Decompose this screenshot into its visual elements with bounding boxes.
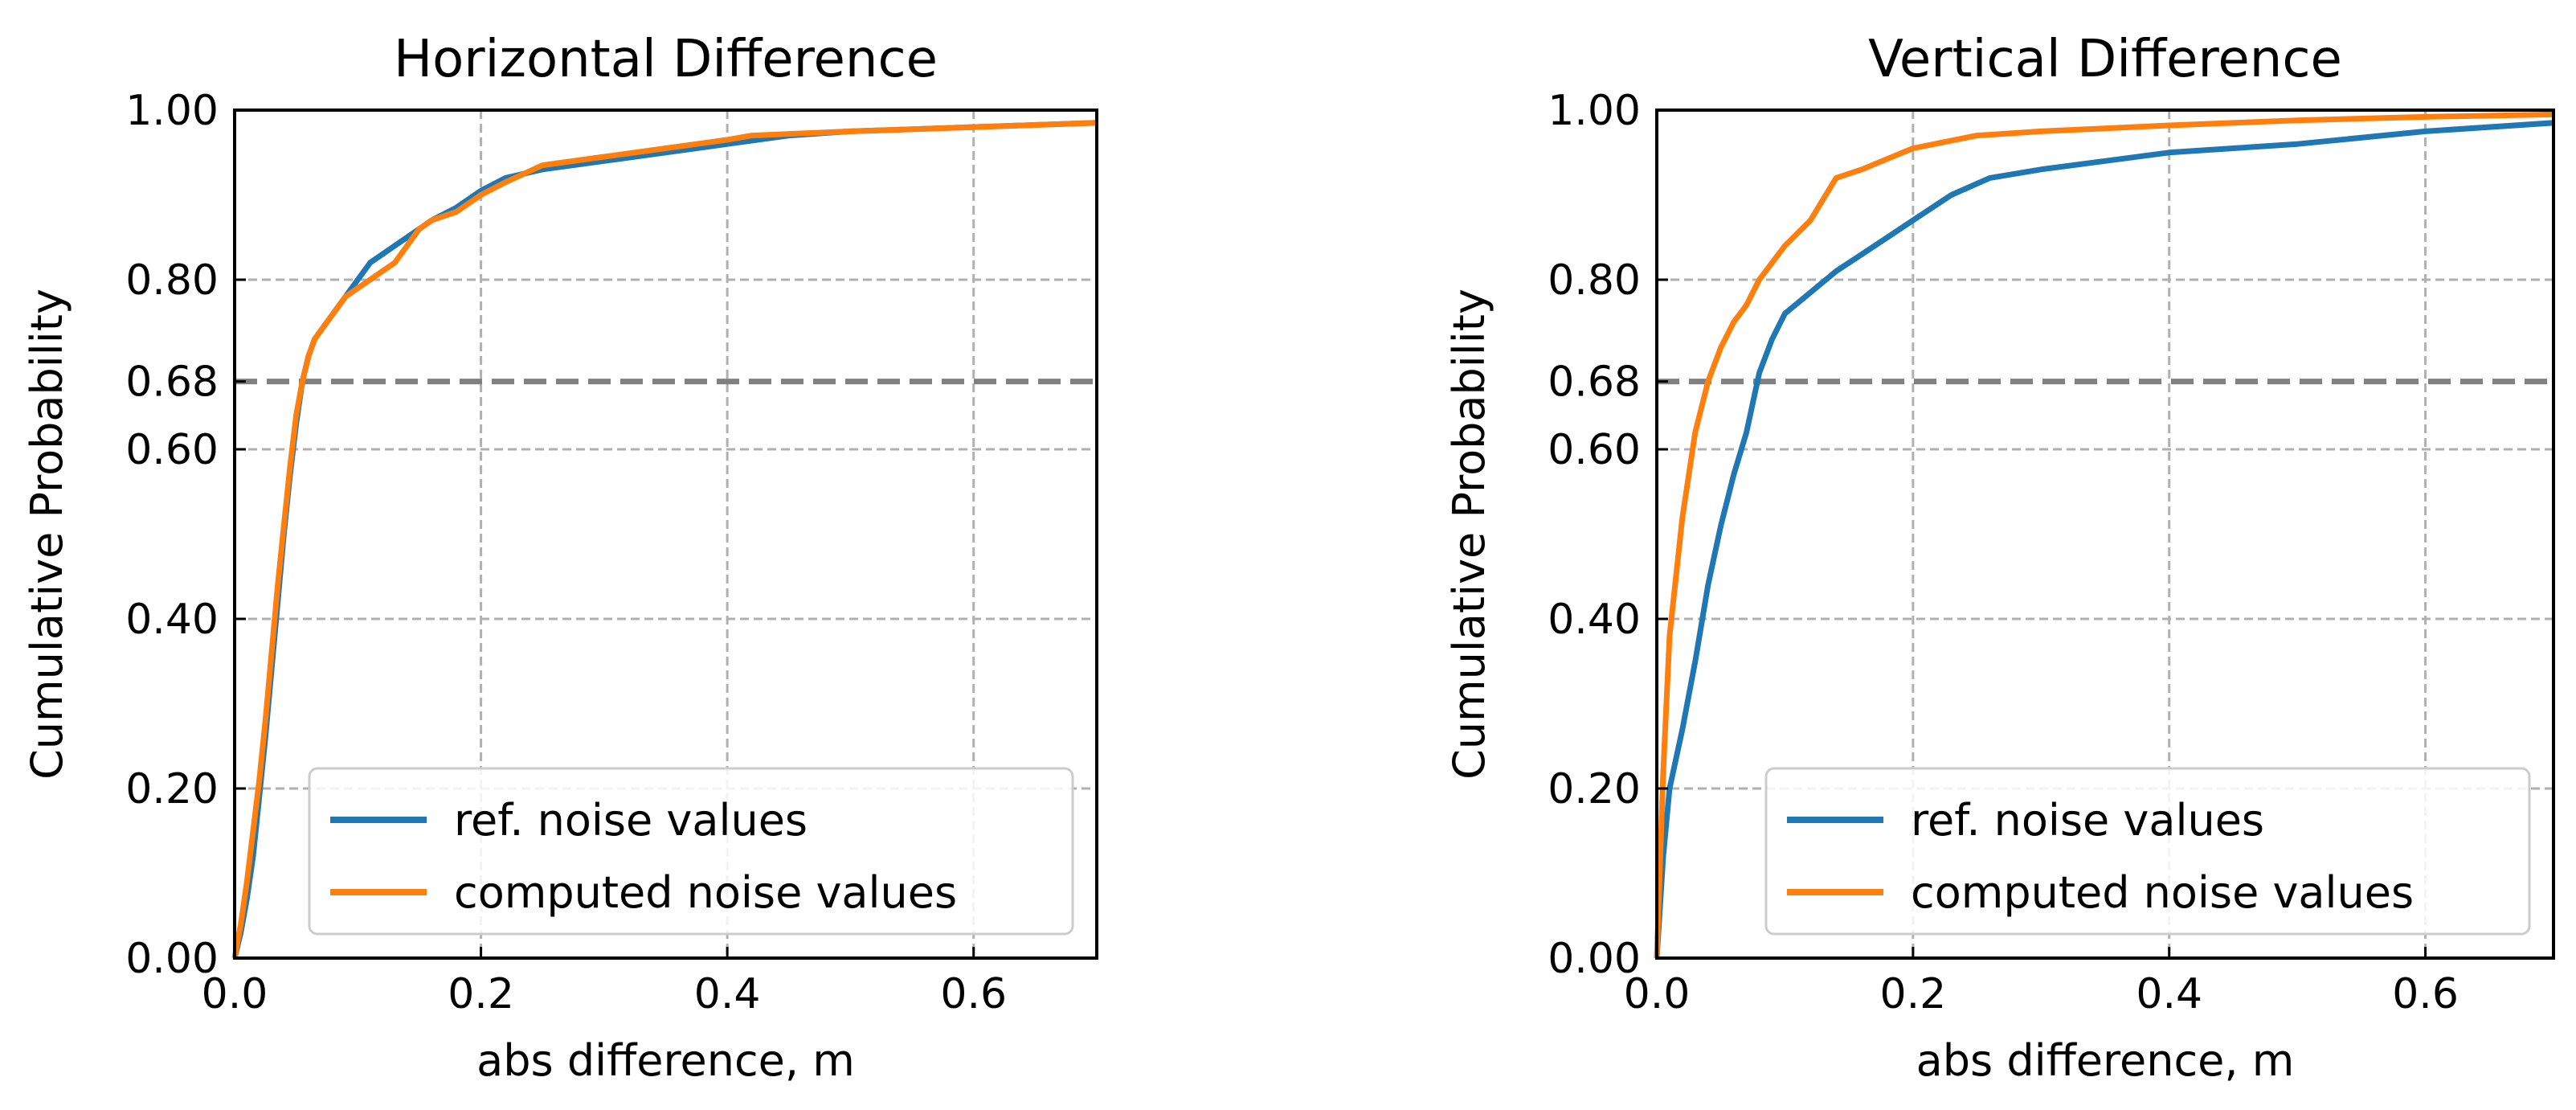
- x-axis-label: abs difference, m: [1916, 1035, 2295, 1086]
- x-tick-label: 0.0: [202, 970, 268, 1018]
- y-tick-label: 0.80: [125, 256, 219, 305]
- y-tick-label: 0.68: [125, 358, 219, 407]
- y-tick-label: 1.00: [1548, 87, 1641, 135]
- x-tick-label: 0.4: [2136, 970, 2202, 1018]
- axes-frame: [1655, 109, 2555, 960]
- y-tick-label: 1.00: [125, 87, 219, 135]
- legend: ref. noise values computed noise values: [1764, 767, 2531, 936]
- y-tick-label: 0.20: [1548, 765, 1641, 813]
- chart-title: Vertical Difference: [1868, 30, 2342, 89]
- x-tick-label: 0.6: [940, 970, 1007, 1018]
- y-tick-label: 0.60: [1548, 426, 1641, 474]
- legend-entry-ref-noise-values: ref. noise values: [454, 795, 808, 846]
- series-line-computed-noise-values: [231, 120, 1098, 959]
- legend-box: [308, 767, 1074, 936]
- y-tick-label: 0.20: [125, 765, 219, 813]
- chart-vertical-difference: 0.0 0.2 0.4 0.6 0.00 0.20 0.40 0.60 0.68 0.80 1.00…: [1444, 30, 2555, 1086]
- series-group: [231, 120, 1098, 959]
- legend-entry-ref-noise-values: ref. noise values: [1911, 795, 2264, 846]
- chart-title: Horizontal Difference: [394, 30, 938, 89]
- y-tick-label: 0.60: [125, 426, 219, 474]
- x-tick-label: 0.2: [1880, 970, 1947, 1018]
- x-tick-label: 0.4: [694, 970, 761, 1018]
- series-group: [1654, 111, 2554, 959]
- legend-entry-computed-noise-values: computed noise values: [454, 867, 957, 918]
- legend: ref. noise values computed noise values: [308, 767, 1074, 936]
- y-tick-label: 0.00: [125, 935, 219, 983]
- legend-box: [1764, 767, 2531, 936]
- axes-frame: [233, 109, 1098, 960]
- y-tick-label: 0.40: [1548, 596, 1641, 644]
- grid: [1657, 110, 2554, 958]
- y-tick-label: 0.40: [125, 596, 219, 644]
- y-tick-label: 0.80: [1548, 256, 1641, 305]
- y-tick-label: 0.68: [1548, 358, 1641, 407]
- y-tick-label: 0.00: [1548, 935, 1641, 983]
- chart-horizontal-difference: 0.0 0.2 0.4 0.6 0.00 0.20 0.40 0.60 0.68 0.80 1.00…: [22, 30, 1098, 1086]
- x-tick-label: 0.6: [2392, 970, 2459, 1018]
- legend-entry-computed-noise-values: computed noise values: [1911, 867, 2414, 918]
- x-tick-label: 0.2: [448, 970, 514, 1018]
- y-axis-label: Cumulative Probability: [22, 289, 72, 780]
- x-axis-label: abs difference, m: [476, 1035, 855, 1086]
- y-axis-label: Cumulative Probability: [1444, 289, 1494, 780]
- series-line-ref-noise-values: [1654, 120, 2554, 959]
- series-line-computed-noise-values: [1654, 111, 2554, 959]
- x-tick-label: 0.0: [1624, 970, 1691, 1018]
